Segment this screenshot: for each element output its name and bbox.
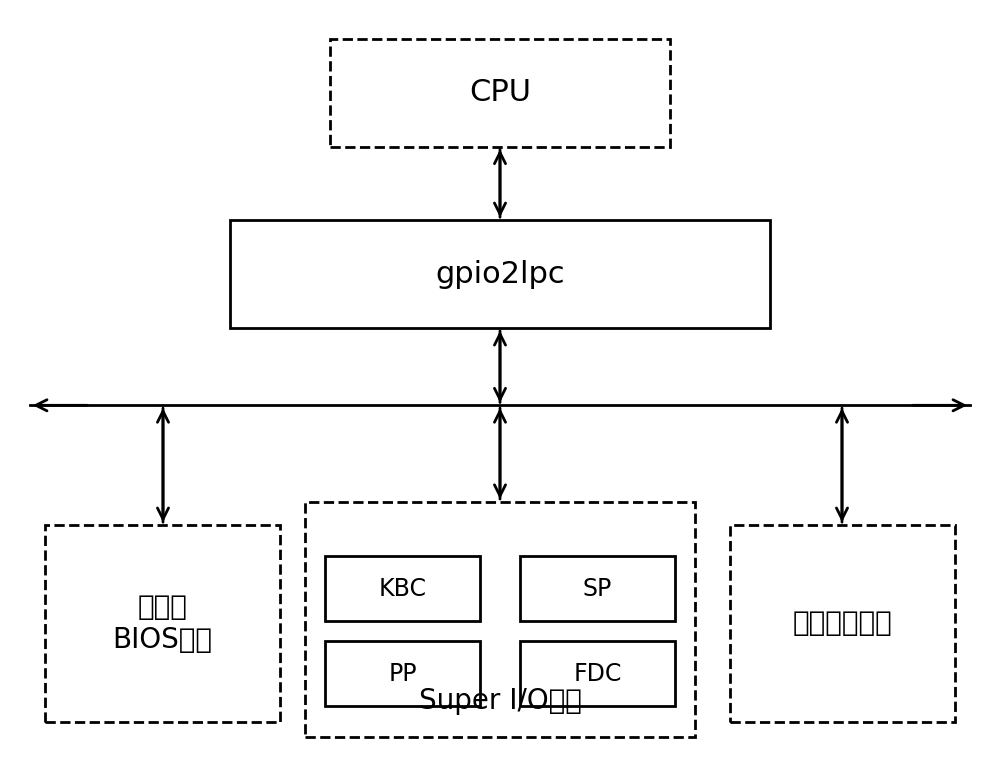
Bar — [520, 556, 675, 621]
Bar — [305, 502, 695, 737]
Text: 闪存式
BIOS芯片: 闪存式 BIOS芯片 — [112, 593, 212, 654]
Bar — [730, 525, 955, 722]
Text: FDC: FDC — [573, 662, 622, 686]
Bar — [325, 556, 480, 621]
Bar — [45, 525, 280, 722]
Bar — [330, 39, 670, 147]
Text: PP: PP — [388, 662, 417, 686]
Bar — [520, 641, 675, 706]
Text: Super I/O芯片: Super I/O芯片 — [419, 686, 581, 715]
Text: SP: SP — [583, 577, 612, 601]
Text: gpio2lpc: gpio2lpc — [435, 259, 565, 289]
Text: KBC: KBC — [378, 577, 426, 601]
Text: CPU: CPU — [469, 78, 531, 107]
Bar — [230, 220, 770, 328]
Text: 嵌入式控制器: 嵌入式控制器 — [793, 609, 892, 638]
Bar — [325, 641, 480, 706]
